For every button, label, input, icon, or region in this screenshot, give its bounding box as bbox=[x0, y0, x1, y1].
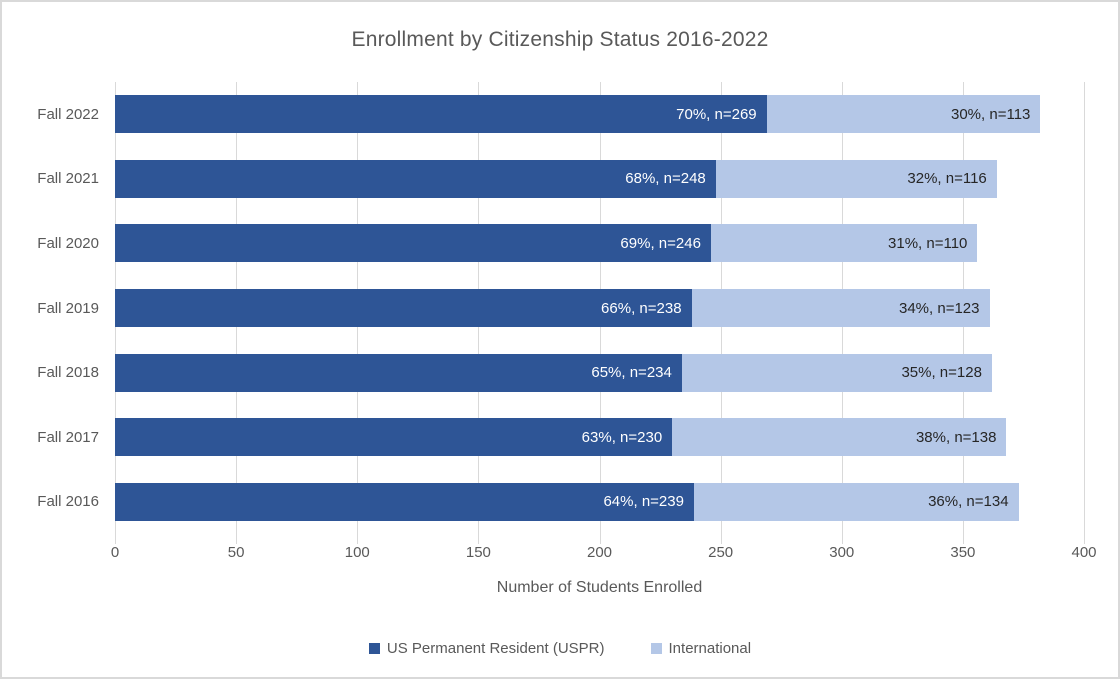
legend: US Permanent Resident (USPR) Internation… bbox=[2, 640, 1118, 657]
bar-segment: 35%, n=128 bbox=[681, 353, 992, 392]
chart-title: Enrollment by Citizenship Status 2016-20… bbox=[351, 28, 769, 51]
bar-data-label: 32%, n=116 bbox=[907, 170, 987, 188]
legend-swatch-international bbox=[650, 643, 662, 654]
bar-segment: 64%, n=239 bbox=[115, 482, 694, 521]
bar-segment: 66%, n=238 bbox=[115, 289, 692, 328]
bar-segment: 38%, n=138 bbox=[672, 418, 1007, 457]
bar-data-label: 65%, n=234 bbox=[591, 364, 672, 382]
bar-data-label: 30%, n=113 bbox=[951, 105, 1031, 123]
category-label: Fall 2020 bbox=[37, 234, 99, 252]
x-tick-label: 300 bbox=[829, 544, 855, 561]
category-label: Fall 2022 bbox=[37, 105, 99, 123]
bar-row: 68%, n=248 32%, n=116 bbox=[115, 147, 1084, 212]
bar-row: 65%, n=234 35%, n=128 bbox=[115, 340, 1084, 405]
legend-label-international: International bbox=[668, 640, 752, 657]
x-axis-ticks: 0 50 100 150 200 250 300 350 400 bbox=[111, 544, 1097, 564]
bar-data-label: 66%, n=238 bbox=[601, 299, 682, 317]
bar-data-label: 63%, n=230 bbox=[581, 428, 663, 446]
bar-segment: 32%, n=116 bbox=[715, 159, 997, 198]
x-tick-label: 150 bbox=[465, 544, 491, 561]
bar-segment: 34%, n=123 bbox=[691, 289, 990, 328]
bar-segment: 69%, n=246 bbox=[115, 224, 711, 263]
bar-data-label: 34%, n=123 bbox=[899, 299, 980, 317]
gridline bbox=[1084, 82, 1085, 544]
category-label: Fall 2017 bbox=[37, 428, 99, 446]
bar-segment: 65%, n=234 bbox=[115, 353, 682, 392]
category-label: Fall 2018 bbox=[37, 364, 99, 382]
category-label: Fall 2016 bbox=[37, 493, 99, 511]
bar-segment: 68%, n=248 bbox=[115, 159, 716, 198]
x-tick-label: 200 bbox=[586, 544, 613, 561]
bar-data-label: 69%, n=246 bbox=[620, 234, 701, 252]
bar-row: 64%, n=239 36%, n=134 bbox=[115, 469, 1084, 534]
bar-segment: 36%, n=134 bbox=[693, 482, 1019, 521]
legend-item-international: International bbox=[650, 640, 752, 657]
bar-rows: 70%, n=269 30%, n=113 68%, n=248 32%, n=116… bbox=[115, 82, 1084, 534]
category-label: Fall 2019 bbox=[37, 299, 99, 317]
x-tick-label: 350 bbox=[950, 544, 976, 561]
x-tick-label: 250 bbox=[708, 544, 734, 561]
legend-swatch-uspr bbox=[368, 643, 380, 654]
bar-data-label: 38%, n=138 bbox=[915, 428, 997, 446]
bar-segment: 63%, n=230 bbox=[115, 418, 673, 457]
bar-data-label: 36%, n=134 bbox=[928, 493, 1009, 511]
legend-label-uspr: US Permanent Resident (USPR) bbox=[386, 640, 605, 657]
bar-segment: 30%, n=113 bbox=[766, 95, 1041, 134]
plot-area: 70%, n=269 30%, n=113 68%, n=248 32%, n=116… bbox=[115, 82, 1085, 544]
x-tick-label: 100 bbox=[344, 544, 370, 561]
x-axis-title: Number of Students Enrolled bbox=[496, 579, 703, 596]
bar-data-label: 35%, n=128 bbox=[901, 364, 982, 382]
x-tick-label: 50 bbox=[227, 544, 245, 561]
bar-data-label: 31%, n=110 bbox=[888, 234, 968, 252]
bar-data-label: 68%, n=248 bbox=[625, 170, 706, 188]
x-tick-label: 0 bbox=[110, 544, 120, 561]
bar-data-label: 64%, n=239 bbox=[603, 493, 684, 511]
bar-row: 69%, n=246 31%, n=110 bbox=[115, 211, 1084, 276]
legend-item-uspr: US Permanent Resident (USPR) bbox=[368, 640, 605, 657]
bar-segment: 31%, n=110 bbox=[710, 224, 978, 263]
bar-segment: 70%, n=269 bbox=[115, 95, 767, 134]
category-label: Fall 2021 bbox=[37, 170, 99, 188]
bar-data-label: 70%, n=269 bbox=[676, 105, 757, 123]
bar-row: 63%, n=230 38%, n=138 bbox=[115, 405, 1084, 470]
x-tick-label: 400 bbox=[1071, 544, 1097, 561]
bar-row: 66%, n=238 34%, n=123 bbox=[115, 276, 1084, 341]
y-axis-category-labels: Fall 2022 Fall 2021 Fall 2020 Fall 2019 Fall… bbox=[2, 82, 99, 534]
bar-row: 70%, n=269 30%, n=113 bbox=[115, 82, 1084, 147]
